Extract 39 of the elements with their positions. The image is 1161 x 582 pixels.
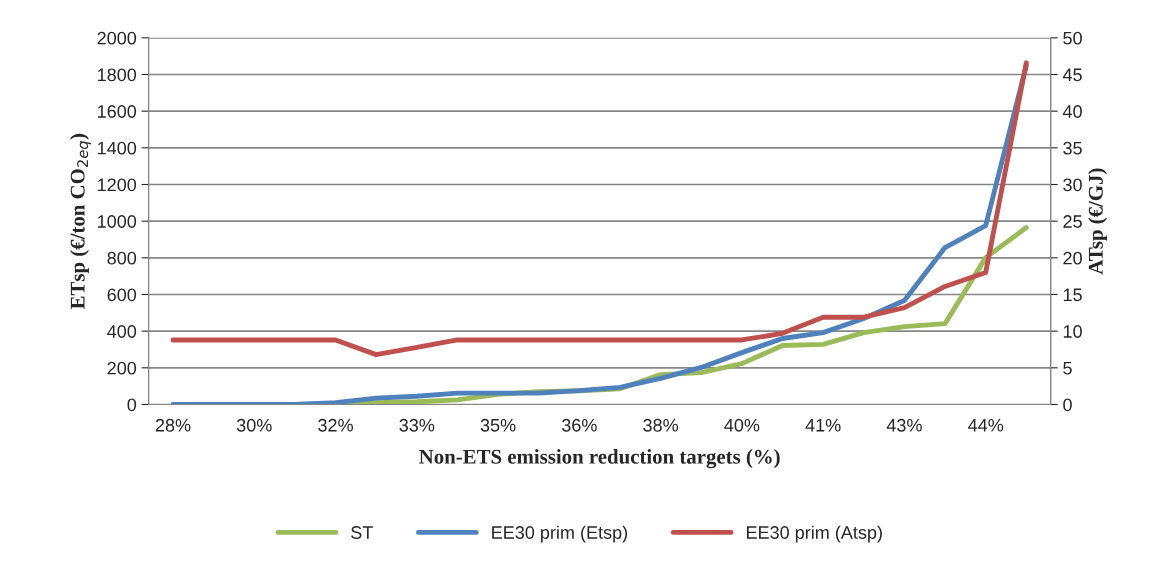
y2-tick-label: 50 [1063, 31, 1082, 45]
x-tick-label: 33% [399, 418, 435, 432]
x-tick-label: 32% [318, 418, 353, 432]
x-tick-label: 28% [155, 418, 191, 432]
y-tick-label: 1200 [98, 178, 137, 192]
x-tick-label: 41% [805, 418, 841, 432]
y-tick-label: 1400 [98, 141, 137, 155]
y-tick-label: 1600 [98, 105, 137, 118]
x-tick-label: 38% [643, 418, 679, 432]
y2-tick-label: 30 [1063, 178, 1082, 192]
y2-tick-label: 5 [1063, 361, 1072, 375]
x-tick-label: 44% [968, 418, 1004, 432]
y2-tick-label: 45 [1062, 68, 1082, 82]
y2-tick-label: 15 [1063, 288, 1082, 302]
x-tick-label: 35% [480, 418, 516, 432]
y-tick-label: 1800 [98, 68, 137, 82]
y-tick-label: 0 [127, 398, 137, 412]
x-tick-label: 36% [561, 418, 597, 432]
y2-tick-label: 20 [1063, 251, 1082, 265]
y2-axis-title: ATsp (€/GJ) [1088, 168, 1108, 275]
y-tick-label: 1000 [98, 215, 137, 228]
x-axis-title: Non-ETS emission reduction targets (%) [419, 449, 780, 469]
y-tick-label: 200 [107, 361, 137, 375]
y-axis-title: ETsp (€/ton CO$_{2eq}$) [70, 133, 91, 310]
y-tick-label: 600 [107, 288, 137, 302]
y2-tick-label: 40 [1062, 105, 1082, 118]
y-tick-label: 2000 [97, 31, 137, 45]
legend-label: EE30 prim (Atsp) [746, 525, 882, 543]
x-tick-label: 30% [236, 418, 272, 432]
legend-label: EE30 prim (Etsp) [492, 525, 628, 543]
y2-tick-label: 0 [1063, 398, 1072, 412]
y2-tick-label: 10 [1063, 325, 1082, 338]
y-tick-label: 800 [107, 251, 137, 265]
x-tick-label: 43% [886, 418, 922, 432]
legend-label: ST [351, 526, 373, 539]
x-tick-label: 40% [724, 418, 760, 432]
y2-tick-label: 35 [1063, 141, 1082, 155]
y-tick-label: 400 [107, 325, 137, 338]
y2-tick-label: 25 [1063, 215, 1082, 228]
